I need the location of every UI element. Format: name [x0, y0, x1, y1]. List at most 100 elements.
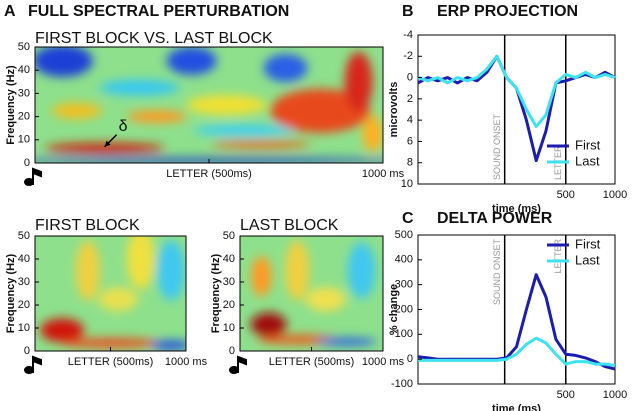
chart-title: DELTA POWER [437, 210, 553, 227]
heatmap-blob [150, 340, 186, 351]
note-icon [24, 355, 42, 374]
marker-label: LETTER [553, 239, 563, 274]
y-tick-label: 30 [18, 87, 30, 99]
heatmap [35, 47, 383, 163]
heatmap-blob [126, 110, 187, 123]
y-tick-label: 200 [395, 303, 413, 315]
heatmap [240, 236, 383, 351]
heatmap-blob [250, 312, 287, 337]
x-tick-label: 1000 [603, 189, 627, 201]
y-tick-label: 40 [18, 253, 30, 265]
x-tick-label: LETTER (500ms) [68, 356, 154, 368]
frame [417, 34, 616, 185]
x-tick-label: 1000 ms [362, 168, 405, 180]
y-tick-label: 500 [395, 229, 413, 241]
y-axis-label: Frequency (Hz) [210, 253, 222, 333]
heatmap-blob [362, 116, 383, 152]
note-icon [229, 355, 247, 374]
y-tick-label: 6 [407, 135, 413, 147]
y-tick-label: 400 [395, 254, 413, 266]
heatmap-blob [99, 79, 180, 96]
legend-label: First [575, 236, 601, 251]
y-tick-label: 300 [395, 279, 413, 291]
x-axis-label: time (ms) [492, 403, 541, 411]
chart-title: FIRST BLOCK VS. LAST BLOCK [35, 30, 273, 47]
y-tick-label: 30 [223, 276, 235, 288]
y-tick-label: 40 [18, 64, 30, 76]
y-tick-label: 10 [401, 178, 413, 190]
heatmap-blob [193, 124, 294, 137]
series-line [418, 336, 616, 367]
annotation: δ [119, 118, 128, 135]
heatmap-blob [40, 318, 85, 343]
y-tick-label: -100 [391, 378, 413, 390]
y-tick-label: 30 [18, 276, 30, 288]
x-tick-label: 1000 ms [165, 356, 208, 368]
x-tick-label: 1000 [603, 389, 627, 401]
x-tick-label: 1000 ms [362, 356, 405, 368]
heatmap-blob [126, 236, 155, 289]
heatmap-blob [211, 140, 312, 149]
y-tick-label: 2 [407, 93, 413, 105]
x-tick-label: 500 [557, 189, 575, 201]
y-tick-label: 0 [407, 71, 413, 83]
x-axis-label: time (ms) [492, 203, 541, 215]
x-tick-label: LETTER (500ms) [269, 356, 355, 368]
heatmap-blob [186, 95, 267, 115]
heatmap-blob [257, 334, 338, 345]
panel-title: FULL SPECTRAL PERTURBATION [28, 3, 289, 20]
y-tick-label: 0 [24, 157, 30, 169]
heatmap-blob [344, 51, 373, 112]
heatmap-blob [251, 256, 272, 297]
heatmap-blob [60, 337, 161, 348]
y-tick-label: 20 [18, 111, 30, 123]
heatmap [35, 236, 186, 351]
heatmap-blob [156, 240, 185, 301]
heatmap-blob [166, 47, 217, 75]
y-axis-label: Frequency (Hz) [5, 65, 17, 145]
heatmap-blobs [40, 236, 186, 351]
y-tick-label: 40 [223, 253, 235, 265]
heatmap-blob [317, 337, 378, 346]
y-tick-label: 10 [223, 322, 235, 334]
marker-label: SOUND ONSET [492, 239, 502, 306]
y-axis-label: microvolts [388, 82, 400, 138]
y-tick-label: 100 [395, 328, 413, 340]
y-tick-label: 20 [18, 299, 30, 311]
panel-letter: B [402, 3, 414, 20]
y-tick-label: 50 [18, 230, 30, 242]
heatmap-blob [44, 142, 165, 153]
y-tick-label: -4 [403, 29, 413, 41]
y-tick-label: 10 [18, 322, 30, 334]
heatmap-blob [98, 287, 139, 312]
legend-label: Last [575, 252, 600, 267]
y-tick-label: 0 [24, 345, 30, 357]
y-axis-label: Frequency (Hz) [5, 253, 17, 333]
heatmap-blob [263, 53, 308, 82]
heatmap-blob [51, 102, 102, 119]
heatmap-blobs [250, 240, 378, 346]
heatmap-blob [347, 242, 376, 299]
heatmap-blob [75, 240, 100, 301]
panel-letter: C [402, 210, 414, 227]
chart-title: FIRST BLOCK [35, 217, 140, 234]
y-axis-label: % change [388, 284, 400, 335]
heatmap-blob [285, 240, 310, 301]
y-tick-label: 50 [18, 41, 30, 53]
chart-title: ERP PROJECTION [437, 3, 578, 20]
y-tick-label: -2 [403, 50, 413, 62]
annotation-arrowhead [104, 140, 111, 147]
heatmap-blob [305, 287, 346, 312]
legend-label: Last [575, 153, 600, 168]
y-tick-label: 10 [18, 134, 30, 146]
marker-label: SOUND ONSET [492, 113, 502, 180]
y-tick-label: 8 [407, 157, 413, 169]
heatmap-blob [270, 88, 371, 133]
y-tick-label: 4 [407, 114, 413, 126]
y-tick-label: 0 [407, 353, 413, 365]
chart-title: LAST BLOCK [240, 217, 339, 234]
y-tick-label: 50 [223, 230, 235, 242]
heatmap-blob [35, 47, 93, 77]
